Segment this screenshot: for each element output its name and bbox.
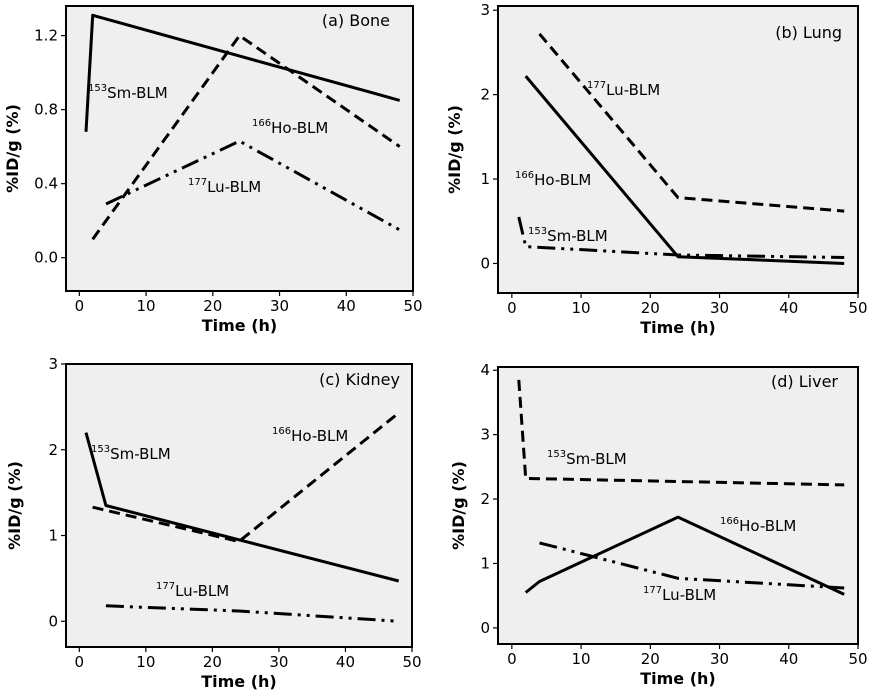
series-label: 166Ho-BLM: [515, 170, 591, 189]
chart-panel-1: 0 10 20 30 40 50 0.0 0.4 0.8 1.2 Time (h) %ID/g (%)…: [3, 5, 423, 335]
x-tick-label: 20: [641, 650, 660, 668]
x-axis-label: Time (h): [202, 316, 278, 335]
series-line-sm-blm: [84, 432, 400, 583]
plot-area: [497, 366, 859, 645]
x-tick-label: 20: [203, 653, 222, 671]
y-tick-label: 2: [480, 490, 490, 508]
x-axis-label: Time (h): [201, 672, 277, 691]
series-line-sm-blm: [84, 13, 401, 132]
x-tick-label: 50: [402, 653, 421, 671]
series-line-ho-blm: [524, 75, 845, 265]
x-tick-label: 40: [336, 653, 355, 671]
series-label: 166Ho-BLM: [720, 516, 796, 535]
series-line-lu-blm: [105, 139, 401, 232]
x-tick-label: 10: [572, 299, 591, 317]
series-line-ho-blm: [524, 515, 845, 596]
series-label: 177Lu-BLM: [643, 585, 716, 604]
x-tick-label: 10: [137, 297, 156, 315]
x-axis-label: Time (h): [640, 669, 716, 688]
panel-title: (d) Liver: [771, 372, 838, 391]
series-label: 177Lu-BLM: [156, 581, 229, 600]
x-tick-label: 10: [572, 650, 591, 668]
y-tick-label: 0.0: [34, 249, 58, 267]
y-tick-label: 0: [480, 254, 490, 272]
series-label: 153Sm-BLM: [528, 226, 608, 245]
series-label: 177Lu-BLM: [188, 177, 261, 196]
x-tick-label: 50: [848, 299, 867, 317]
panel-title: (c) Kidney: [319, 370, 400, 389]
x-tick-label: 10: [136, 653, 155, 671]
y-tick-label: 1: [480, 170, 490, 188]
y-tick-label: 3: [48, 355, 58, 373]
y-tick-label: 0: [48, 612, 58, 630]
panel-title: (a) Bone: [322, 11, 390, 30]
y-tick-label: 3: [480, 426, 490, 444]
y-tick-label: 2: [480, 86, 490, 104]
x-tick-label: 30: [710, 650, 729, 668]
series-line-sm-blm: [517, 379, 845, 487]
x-tick-label: 40: [779, 650, 798, 668]
x-tick-label: 0: [75, 653, 85, 671]
plot-area: [65, 5, 414, 292]
y-tick-label: 2: [48, 441, 58, 459]
y-tick-label: 0.8: [34, 101, 58, 119]
x-tick-label: 20: [641, 299, 660, 317]
x-tick-label: 0: [507, 299, 517, 317]
x-tick-label: 50: [403, 297, 422, 315]
series-label: 177Lu-BLM: [587, 80, 660, 99]
x-tick-label: 20: [203, 297, 222, 315]
y-axis-label: %ID/g (%): [5, 461, 24, 550]
series-label: 166Ho-BLM: [252, 118, 328, 137]
y-axis-label: %ID/g (%): [449, 461, 468, 550]
series-line-lu-blm: [105, 604, 399, 623]
y-axis-label: %ID/g (%): [3, 104, 22, 193]
x-tick-label: 0: [507, 650, 517, 668]
chart-panel-4: 0 10 20 30 40 50 0 1 2 3 4 Time (h) %ID/g (%) (d) Liv…: [449, 361, 868, 688]
x-axis-label: Time (h): [640, 318, 716, 337]
x-tick-label: 40: [779, 299, 798, 317]
series-label: 153Sm-BLM: [88, 83, 168, 102]
series-label: 153Sm-BLM: [91, 444, 171, 463]
y-tick-label: 1: [480, 554, 490, 572]
plot-area: [65, 363, 413, 648]
x-tick-label: 30: [269, 653, 288, 671]
series-line-sm-blm: [517, 216, 845, 259]
series-label: 166Ho-BLM: [272, 426, 348, 445]
y-tick-label: 4: [480, 361, 490, 379]
series-line-lu-blm: [538, 32, 845, 213]
x-tick-label: 50: [848, 650, 867, 668]
series-line-lu-blm: [539, 541, 845, 590]
series-label: 153Sm-BLM: [547, 449, 627, 468]
y-axis-label: %ID/g (%): [445, 105, 464, 194]
x-tick-label: 30: [270, 297, 289, 315]
x-tick-label: 40: [337, 297, 356, 315]
y-tick-label: 1.2: [34, 27, 58, 45]
series-line-ho-blm: [91, 34, 401, 241]
x-tick-label: 30: [710, 299, 729, 317]
chart-panel-3: 0 10 20 30 40 50 0 1 2 3 Time (h) %ID/g (%) (c) Kidn…: [5, 355, 422, 691]
chart-panel-2: 0 10 20 30 40 50 0 1 2 3 Time (h) %ID/g (%) (b) Lung…: [445, 1, 868, 337]
y-tick-label: 3: [480, 1, 490, 19]
x-tick-label: 0: [75, 297, 85, 315]
panel-title: (b) Lung: [775, 23, 842, 42]
y-tick-label: 0.4: [34, 175, 58, 193]
y-tick-label: 1: [48, 527, 58, 545]
y-tick-label: 0: [480, 619, 490, 637]
